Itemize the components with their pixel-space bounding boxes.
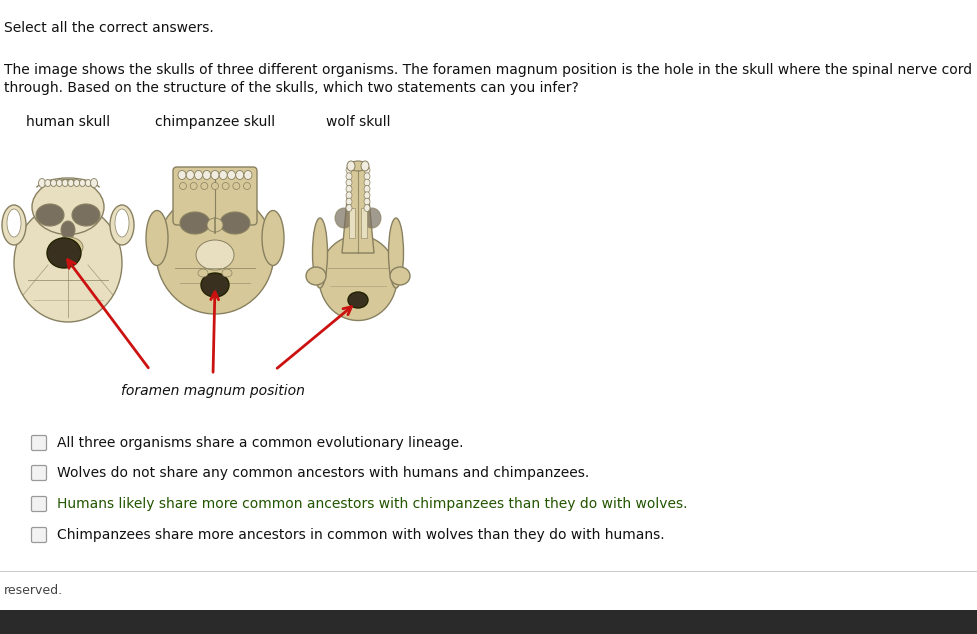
Ellipse shape [211,171,219,179]
Ellipse shape [180,212,210,234]
Ellipse shape [32,179,104,235]
Ellipse shape [67,179,74,186]
Ellipse shape [45,179,51,186]
Ellipse shape [319,235,397,321]
Ellipse shape [7,209,21,237]
Ellipse shape [57,179,63,186]
Ellipse shape [364,186,370,193]
Ellipse shape [196,240,234,270]
Ellipse shape [220,212,250,234]
Text: Select all the correct answers.: Select all the correct answers. [4,21,214,35]
Ellipse shape [262,210,284,266]
FancyBboxPatch shape [31,496,47,512]
Ellipse shape [47,238,81,268]
Ellipse shape [364,205,370,212]
Ellipse shape [14,204,122,322]
Text: All three organisms share a common evolutionary lineage.: All three organisms share a common evolu… [57,436,463,450]
FancyBboxPatch shape [31,436,47,451]
Ellipse shape [191,183,197,190]
Ellipse shape [211,183,219,190]
Ellipse shape [306,267,326,285]
Ellipse shape [79,179,85,186]
Ellipse shape [364,173,370,180]
Ellipse shape [53,237,83,257]
Ellipse shape [91,179,98,188]
Ellipse shape [2,205,26,245]
Ellipse shape [346,192,352,199]
Ellipse shape [346,173,352,180]
Ellipse shape [349,161,367,171]
Ellipse shape [244,171,252,179]
Ellipse shape [313,218,327,288]
Text: Wolves do not share any common ancestors with humans and chimpanzees.: Wolves do not share any common ancestors… [57,466,589,480]
Text: reserved.: reserved. [4,585,64,597]
Ellipse shape [346,167,352,174]
Text: through. Based on the structure of the skulls, which two statements can you infe: through. Based on the structure of the s… [4,81,578,95]
Bar [361,208,367,238]
Ellipse shape [72,204,100,226]
Ellipse shape [201,273,229,297]
Ellipse shape [363,208,381,228]
Bar [349,208,355,238]
Ellipse shape [364,179,370,186]
Ellipse shape [364,198,370,205]
Ellipse shape [198,269,208,277]
Ellipse shape [36,204,64,226]
Ellipse shape [187,171,194,179]
Text: human skull: human skull [26,115,110,129]
Ellipse shape [346,205,352,212]
Ellipse shape [364,192,370,199]
Ellipse shape [390,267,410,285]
Bar [0,571,977,573]
Ellipse shape [146,210,168,266]
Ellipse shape [228,171,235,179]
Ellipse shape [156,192,274,314]
Ellipse shape [203,171,211,179]
Ellipse shape [85,179,91,186]
Ellipse shape [38,179,46,188]
Ellipse shape [73,179,80,186]
Ellipse shape [222,269,232,277]
FancyBboxPatch shape [31,465,47,481]
Ellipse shape [115,209,129,237]
Ellipse shape [194,171,202,179]
Ellipse shape [219,171,228,179]
Text: wolf skull: wolf skull [325,115,390,129]
Text: Humans likely share more common ancestors with chimpanzees than they do with wol: Humans likely share more common ancestor… [57,497,688,511]
Ellipse shape [235,171,243,179]
Ellipse shape [233,183,239,190]
Ellipse shape [348,292,368,308]
Text: The image shows the skulls of three different organisms. The foramen magnum posi: The image shows the skulls of three diff… [4,63,977,77]
Bar [0,610,977,634]
Ellipse shape [180,183,187,190]
Ellipse shape [61,221,75,239]
Ellipse shape [222,183,230,190]
Ellipse shape [347,161,355,171]
Ellipse shape [51,179,57,186]
Ellipse shape [178,171,186,179]
Ellipse shape [346,179,352,186]
Ellipse shape [110,205,134,245]
Ellipse shape [335,208,353,228]
Ellipse shape [207,218,223,232]
Ellipse shape [346,198,352,205]
FancyBboxPatch shape [173,167,257,225]
Text: Chimpanzees share more ancestors in common with wolves than they do with humans.: Chimpanzees share more ancestors in comm… [57,528,664,542]
Polygon shape [342,168,374,253]
Ellipse shape [389,218,404,288]
Ellipse shape [346,186,352,193]
Ellipse shape [201,183,208,190]
Ellipse shape [361,161,369,171]
FancyBboxPatch shape [31,527,47,543]
Text: chimpanzee skull: chimpanzee skull [155,115,276,129]
Ellipse shape [364,167,370,174]
Ellipse shape [243,183,250,190]
Ellipse shape [63,179,68,186]
Text: foramen magnum position: foramen magnum position [121,384,305,398]
